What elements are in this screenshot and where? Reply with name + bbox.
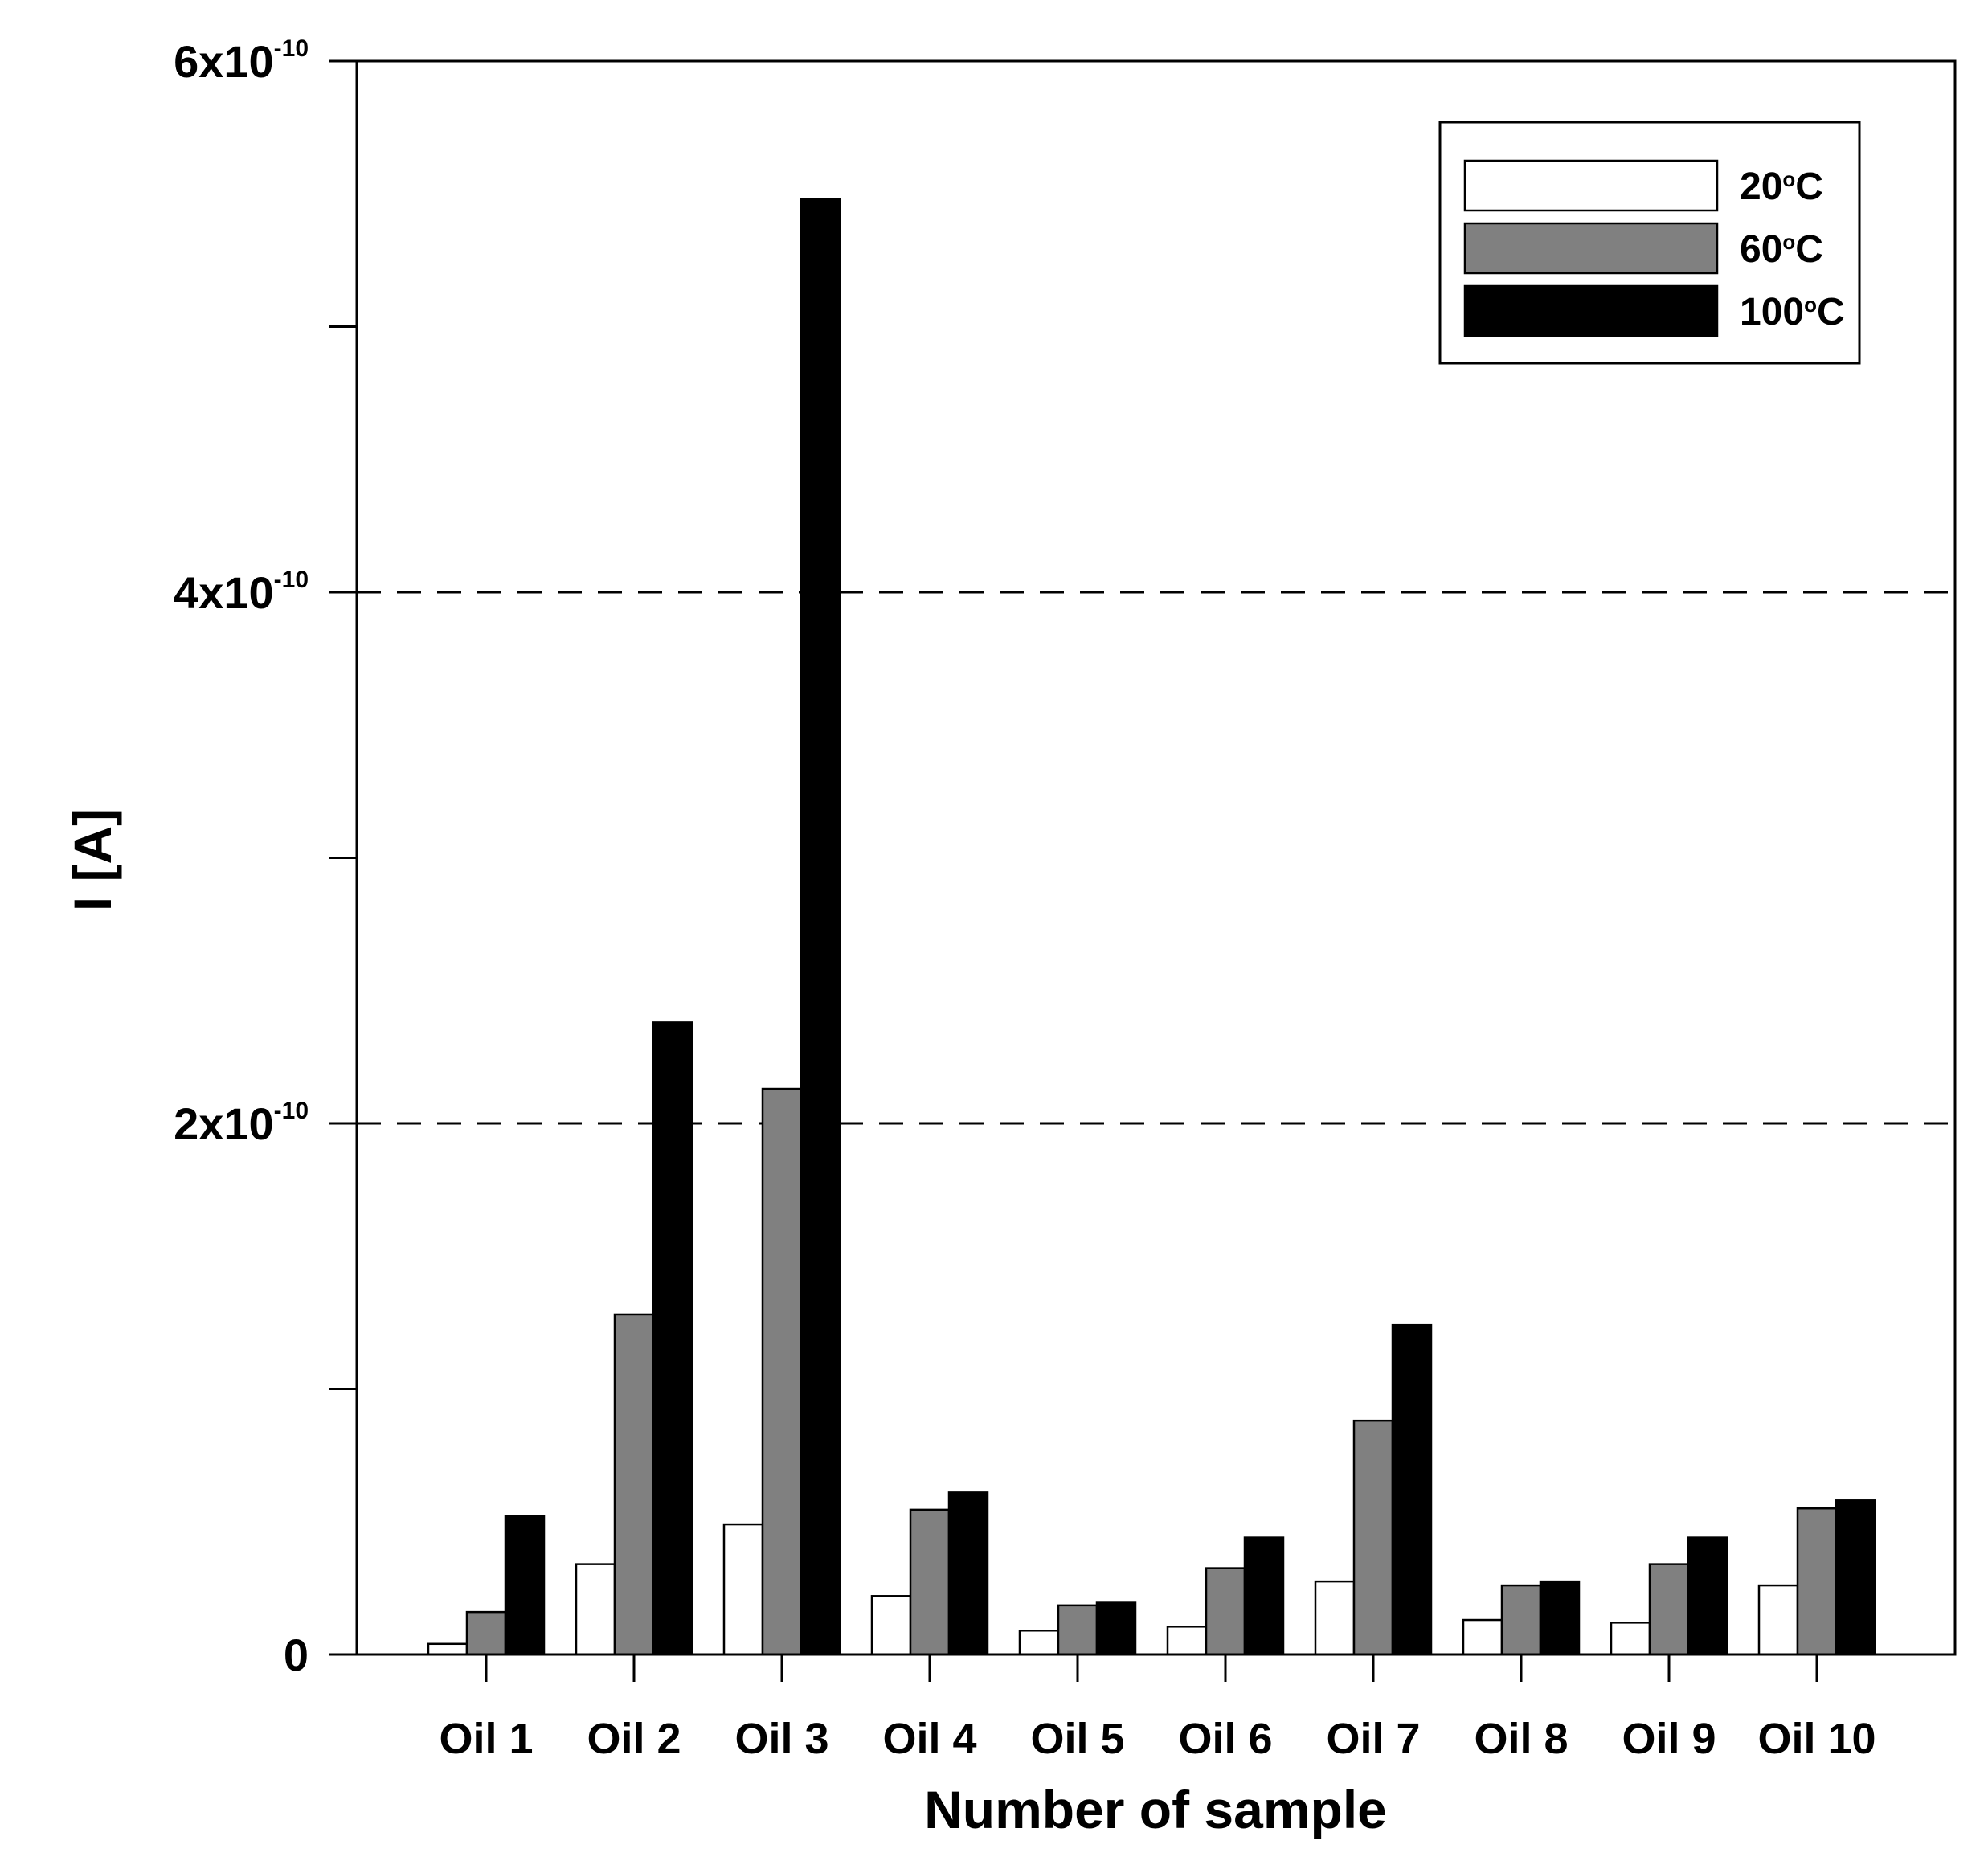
x-tick-label: Oil 10	[1757, 1715, 1876, 1763]
x-tick-label: Oil 7	[1326, 1715, 1420, 1763]
legend-swatch	[1463, 284, 1719, 337]
legend-swatch	[1463, 222, 1719, 275]
bar-60C-oil-1	[465, 1610, 507, 1656]
x-tick-label: Oil 6	[1178, 1715, 1272, 1763]
bar-60C-oil-10	[1796, 1507, 1838, 1656]
x-tick-label: Oil 5	[1030, 1715, 1124, 1763]
bar-100C-oil-2	[652, 1021, 693, 1656]
bar-100C-oil-3	[800, 198, 841, 1656]
x-tick-label: Oil 1	[439, 1715, 533, 1763]
bar-60C-oil-6	[1205, 1567, 1246, 1656]
bar-20C-oil-10	[1757, 1584, 1799, 1656]
bar-100C-oil-1	[504, 1515, 546, 1656]
x-tick-label: Oil 4	[882, 1715, 976, 1763]
bar-20C-oil-8	[1462, 1618, 1503, 1656]
legend: 20oC 60oC 100oC	[1438, 121, 1861, 365]
bar-100C-oil-6	[1243, 1536, 1285, 1656]
legend-label: 100oC	[1740, 291, 1845, 333]
bar-60C-oil-2	[613, 1313, 655, 1656]
x-tick-label: Oil 8	[1474, 1715, 1568, 1763]
bar-100C-oil-10	[1835, 1499, 1876, 1656]
bar-60C-oil-4	[909, 1508, 951, 1656]
bar-20C-oil-3	[722, 1523, 764, 1656]
y-tick-label: 4x10-10	[174, 566, 309, 618]
x-tick-label: Oil 3	[734, 1715, 828, 1763]
y-axis: 0 2x10-10 4x10-10 6x10-10	[174, 35, 357, 1680]
bar-20C-oil-9	[1610, 1622, 1651, 1656]
bar-series	[427, 198, 1876, 1656]
y-tick-label: 2x10-10	[174, 1098, 309, 1149]
bar-100C-oil-8	[1539, 1580, 1581, 1656]
bar-60C-oil-9	[1648, 1563, 1690, 1656]
bar-60C-oil-5	[1057, 1604, 1098, 1656]
bar-20C-oil-4	[870, 1595, 912, 1656]
legend-label: 20oC	[1740, 166, 1823, 208]
x-tick-label: Oil 9	[1622, 1715, 1716, 1763]
bar-20C-oil-5	[1018, 1630, 1060, 1656]
legend-swatch	[1463, 159, 1719, 212]
bar-20C-oil-6	[1166, 1626, 1208, 1656]
x-axis: Oil 1 Oil 2 Oil 3 Oil 4 Oil 5 Oil 6 Oil 7 Oil 8…	[439, 1654, 1876, 1763]
y-tick-label: 0	[284, 1630, 309, 1680]
bar-20C-oil-7	[1314, 1580, 1356, 1656]
bar-60C-oil-7	[1352, 1419, 1394, 1656]
bar-100C-oil-4	[947, 1491, 989, 1656]
x-tick-label: Oil 2	[587, 1715, 681, 1763]
gridlines	[357, 591, 1955, 1125]
bar-100C-oil-7	[1391, 1323, 1433, 1656]
bar-100C-oil-9	[1687, 1536, 1728, 1656]
legend-label: 60oC	[1740, 228, 1823, 271]
bar-60C-oil-8	[1500, 1584, 1542, 1656]
y-tick-label: 6x10-10	[174, 35, 309, 87]
bar-100C-oil-5	[1095, 1601, 1137, 1656]
x-axis-title: Number of sample	[924, 1780, 1387, 1839]
bar-20C-oil-2	[575, 1563, 616, 1656]
bar-20C-oil-1	[427, 1642, 468, 1656]
bar-60C-oil-3	[761, 1087, 803, 1656]
y-axis-title: I [A]	[63, 808, 122, 911]
